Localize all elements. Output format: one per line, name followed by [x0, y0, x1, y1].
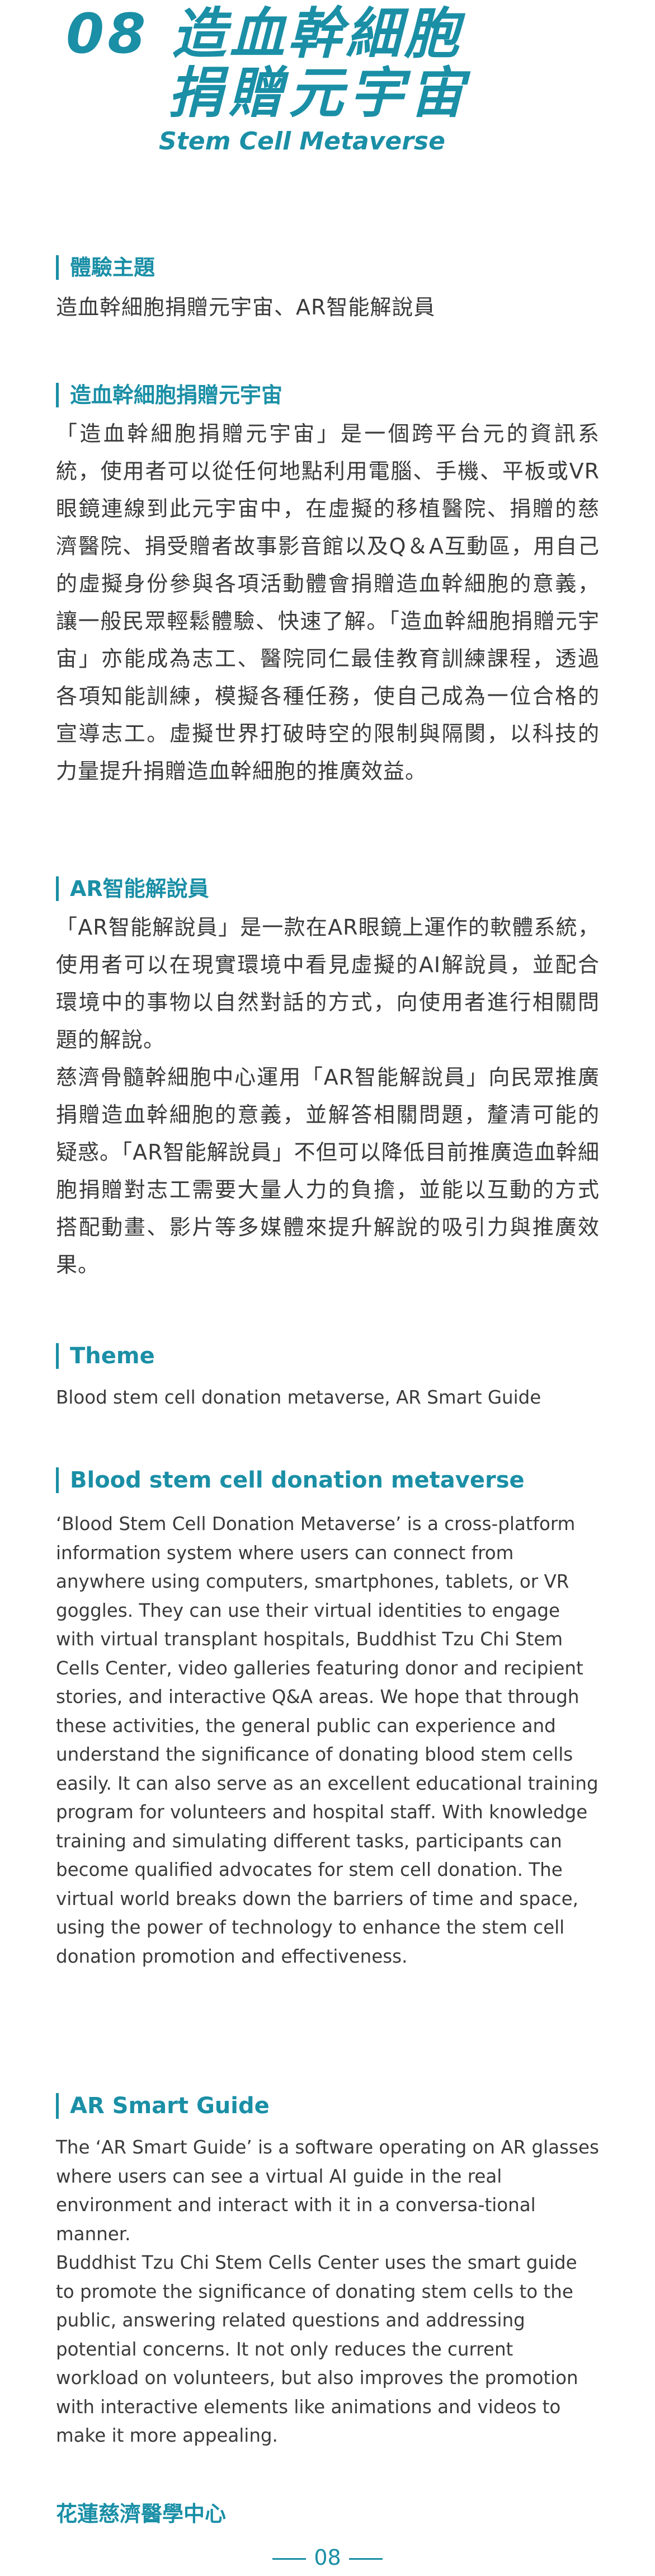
en-ar-paragraph-1: The ‘AR Smart Guide’ is a software opera…	[56, 2137, 599, 2245]
en-theme-paragraph: Blood stem cell donation metaverse, AR S…	[56, 1387, 541, 1408]
en-theme-text: Blood stem cell donation metaverse, AR S…	[56, 1383, 600, 1413]
zh-metaverse-heading: 造血幹細胞捐贈元宇宙	[56, 383, 282, 407]
en-ar-heading: AR Smart Guide	[56, 2093, 270, 2119]
page-number-right-dash	[348, 2558, 383, 2560]
zh-theme-paragraph: 造血幹細胞捐贈元宇宙、AR智能解說員	[56, 295, 436, 320]
page-number-left-dash	[272, 2558, 307, 2560]
zh-theme-text: 造血幹細胞捐贈元宇宙、AR智能解說員	[56, 289, 600, 326]
organization-name: 花蓮慈濟醫學中心	[56, 2502, 227, 2526]
page-number-value: 08	[314, 2545, 341, 2570]
zh-ar-paragraph-1: 「AR智能解說員」是一款在AR眼鏡上運作的軟體系統，使用者可以在現實環境中看見虛…	[56, 915, 600, 1052]
zh-metaverse-paragraph: 「造血幹細胞捐贈元宇宙」是一個跨平台元的資訊系統，使用者可以從任何地點利用電腦、…	[56, 421, 600, 783]
page-number: 08	[0, 2545, 655, 2570]
zh-ar-heading: AR智能解說員	[56, 876, 209, 901]
en-theme-heading: Theme	[56, 1343, 155, 1369]
title-main-second-line: 捐贈元宇宙	[168, 62, 470, 125]
en-metaverse-text: ‘Blood Stem Cell Donation Metaverse’ is …	[56, 1510, 600, 1971]
title-english: Stem Cell Metaverse	[159, 127, 445, 156]
zh-theme-heading: 體驗主題	[56, 255, 155, 280]
title-block: 08 造血幹細胞 捐贈元宇宙 Stem Cell Metaverse	[0, 0, 655, 168]
en-ar-text: The ‘AR Smart Guide’ is a software opera…	[56, 2133, 600, 2451]
zh-ar-paragraph-2: 慈濟骨髓幹細胞中心運用「AR智能解說員」向民眾推廣捐贈造血幹細胞的意義，並解答相…	[56, 1065, 600, 1277]
en-ar-paragraph-2: Buddhist Tzu Chi Stem Cells Center uses …	[56, 2252, 578, 2446]
en-metaverse-heading: Blood stem cell donation metaverse	[56, 1467, 525, 1493]
title-main: 08 造血幹細胞	[66, 2, 463, 66]
zh-ar-text: 「AR智能解說員」是一款在AR眼鏡上運作的軟體系統，使用者可以在現實環境中看見虛…	[56, 909, 600, 1284]
en-metaverse-paragraph: ‘Blood Stem Cell Donation Metaverse’ is …	[56, 1513, 599, 1967]
zh-metaverse-text: 「造血幹細胞捐贈元宇宙」是一個跨平台元的資訊系統，使用者可以從任何地點利用電腦、…	[56, 415, 600, 790]
